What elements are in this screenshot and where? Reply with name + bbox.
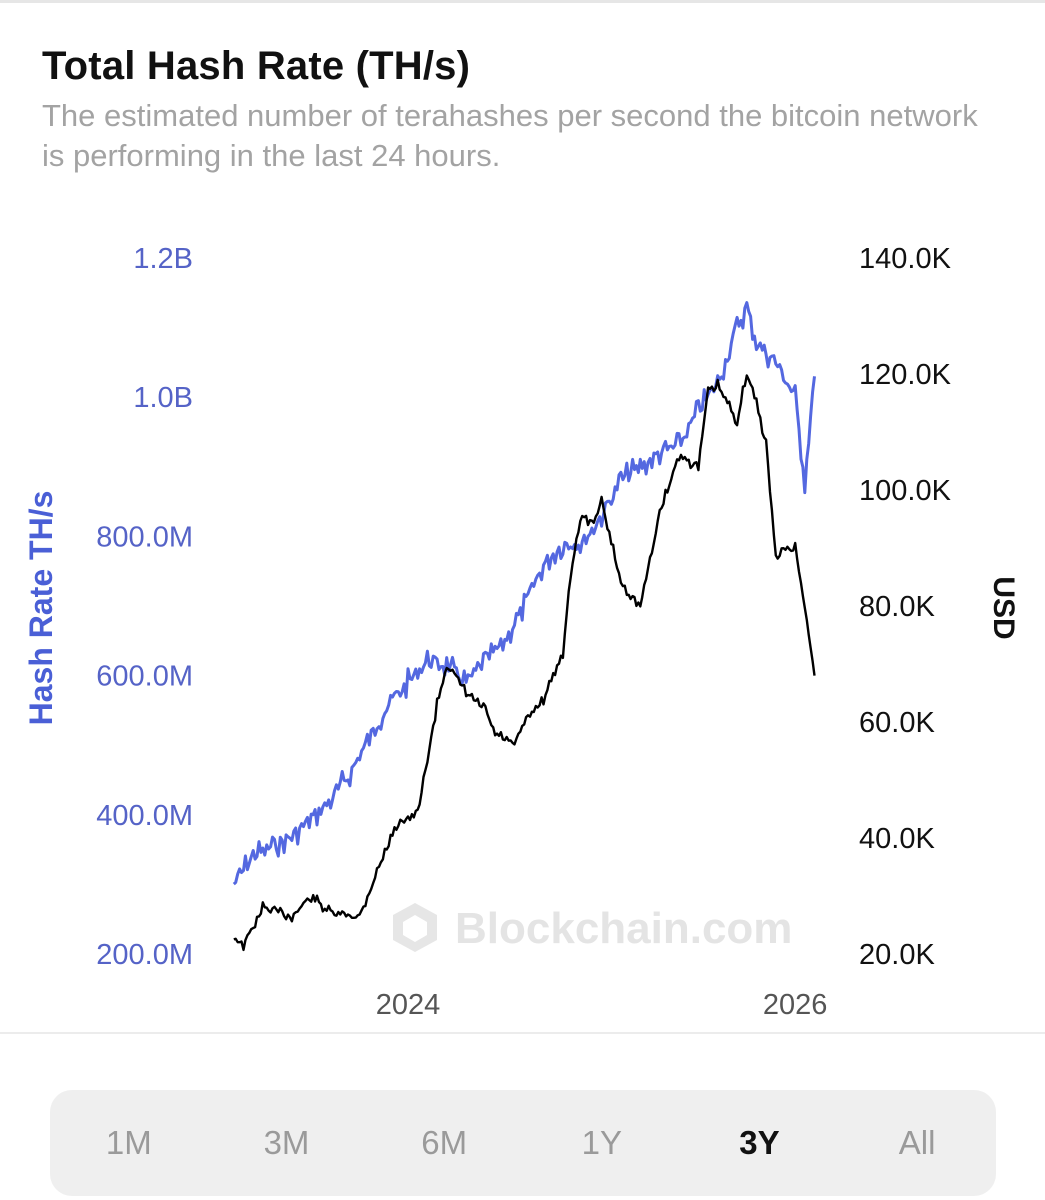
blockchain-logo-icon bbox=[393, 903, 437, 952]
x-tick-label: 2024 bbox=[376, 989, 441, 1021]
watermark: Blockchain.com bbox=[393, 903, 792, 953]
y-right-tick-label: 60.0K bbox=[859, 707, 935, 739]
y-left-tick-label: 1.2B bbox=[133, 243, 193, 275]
range-option-6m[interactable]: 6M bbox=[421, 1124, 468, 1161]
chart-bottom-divider bbox=[0, 1032, 1045, 1034]
y-right-tick-label: 120.0K bbox=[859, 359, 952, 391]
chart-subtitle: The estimated number of terahashes per s… bbox=[42, 98, 978, 173]
y-left-tick-label: 200.0M bbox=[96, 939, 193, 971]
price-series-line bbox=[233, 374, 816, 952]
y-left-tick-label: 600.0M bbox=[96, 661, 193, 693]
range-option-3y[interactable]: 3Y bbox=[739, 1124, 780, 1161]
y-left-tick-label: 400.0M bbox=[96, 800, 193, 832]
y-axis-left-label: Hash Rate TH/s bbox=[23, 491, 59, 726]
range-option-1y[interactable]: 1Y bbox=[581, 1124, 622, 1161]
y-axis-right-label: USD bbox=[987, 576, 1020, 639]
range-option-3m[interactable]: 3M bbox=[263, 1124, 310, 1161]
y-left-tick-label: 1.0B bbox=[133, 382, 193, 414]
range-option-all[interactable]: All bbox=[898, 1124, 936, 1161]
chart[interactable]: Blockchain.com 200.0M 400.0M 600.0M 800.0M 1… bbox=[0, 200, 1045, 1030]
watermark-text: Blockchain.com bbox=[455, 904, 792, 953]
y-right-tick-label: 80.0K bbox=[859, 591, 935, 623]
chart-title: Total Hash Rate (TH/s) bbox=[42, 44, 471, 88]
y-right-tick-label: 100.0K bbox=[859, 475, 952, 507]
y-right-tick-label: 140.0K bbox=[859, 243, 952, 275]
x-tick-label: 2026 bbox=[763, 989, 828, 1021]
y-right-tick-label: 20.0K bbox=[859, 939, 935, 971]
y-left-tick-label: 800.0M bbox=[96, 521, 193, 553]
range-selector: 1M 3M 6M 1Y 3Y All bbox=[50, 1090, 996, 1196]
hashrate-series-line bbox=[232, 301, 816, 886]
range-option-1m[interactable]: 1M bbox=[105, 1124, 152, 1161]
y-right-tick-label: 40.0K bbox=[859, 823, 935, 855]
top-divider bbox=[0, 0, 1045, 3]
